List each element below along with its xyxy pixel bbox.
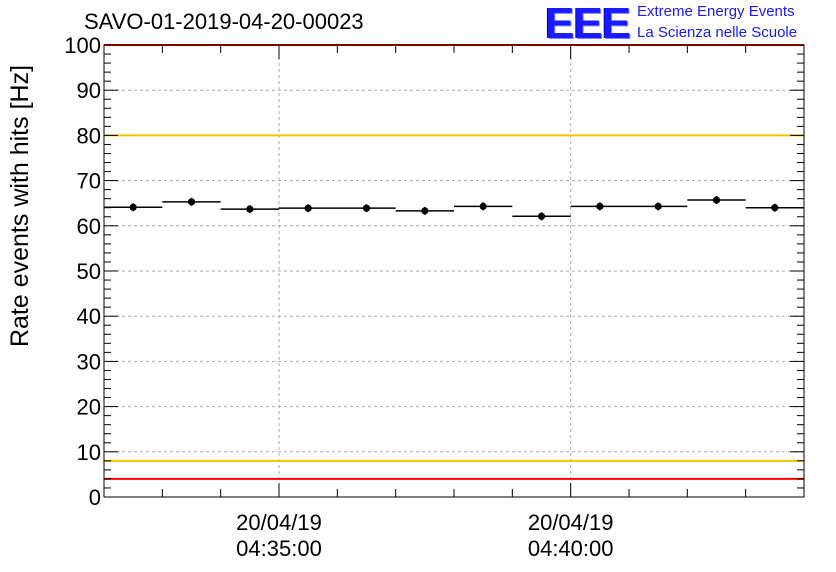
data-point bbox=[129, 203, 137, 211]
y-axis-title: Rate events with hits [Hz] bbox=[6, 65, 34, 347]
y-tick-label: 30 bbox=[77, 349, 101, 374]
data-point bbox=[421, 207, 429, 215]
y-tick-label: 10 bbox=[77, 440, 101, 465]
x-tick-label-time: 04:40:00 bbox=[528, 536, 614, 561]
axis-labels: 010203040506070809010020/04/1904:35:0020… bbox=[6, 33, 613, 561]
y-tick-label: 90 bbox=[77, 78, 101, 103]
data-point bbox=[246, 205, 254, 213]
data-point bbox=[479, 202, 487, 210]
y-tick-label: 20 bbox=[77, 395, 101, 420]
x-tick-label-date: 20/04/19 bbox=[236, 510, 322, 535]
y-tick-label: 100 bbox=[64, 33, 101, 58]
logo-subtitle-1: Extreme Energy Events bbox=[637, 3, 795, 20]
x-tick-label-time: 04:35:00 bbox=[236, 536, 322, 561]
chart-title: SAVO-01-2019-04-20-00023 bbox=[84, 9, 364, 34]
plot-frame bbox=[103, 44, 805, 498]
y-tick-label: 80 bbox=[77, 123, 101, 148]
y-tick-label: 70 bbox=[77, 169, 101, 194]
data-point bbox=[537, 212, 546, 220]
y-tick-label: 40 bbox=[77, 304, 101, 329]
data-point bbox=[712, 196, 721, 204]
eee-logo: EEE bbox=[545, 0, 631, 48]
y-tick-label: 50 bbox=[77, 259, 101, 284]
x-tick-label-date: 20/04/19 bbox=[528, 510, 614, 535]
data-point bbox=[304, 204, 312, 212]
data-point bbox=[187, 198, 196, 206]
logo-subtitle-2: La Scienza nelle Scuole bbox=[637, 24, 798, 41]
data-point bbox=[771, 204, 779, 212]
y-tick-label: 60 bbox=[77, 214, 101, 239]
data-point bbox=[362, 204, 371, 212]
reference-lines bbox=[104, 44, 804, 480]
data-point bbox=[596, 202, 604, 210]
y-tick-label: 0 bbox=[89, 485, 101, 510]
data-point bbox=[654, 202, 662, 210]
data-points bbox=[104, 196, 804, 221]
grid-layer bbox=[104, 45, 804, 497]
